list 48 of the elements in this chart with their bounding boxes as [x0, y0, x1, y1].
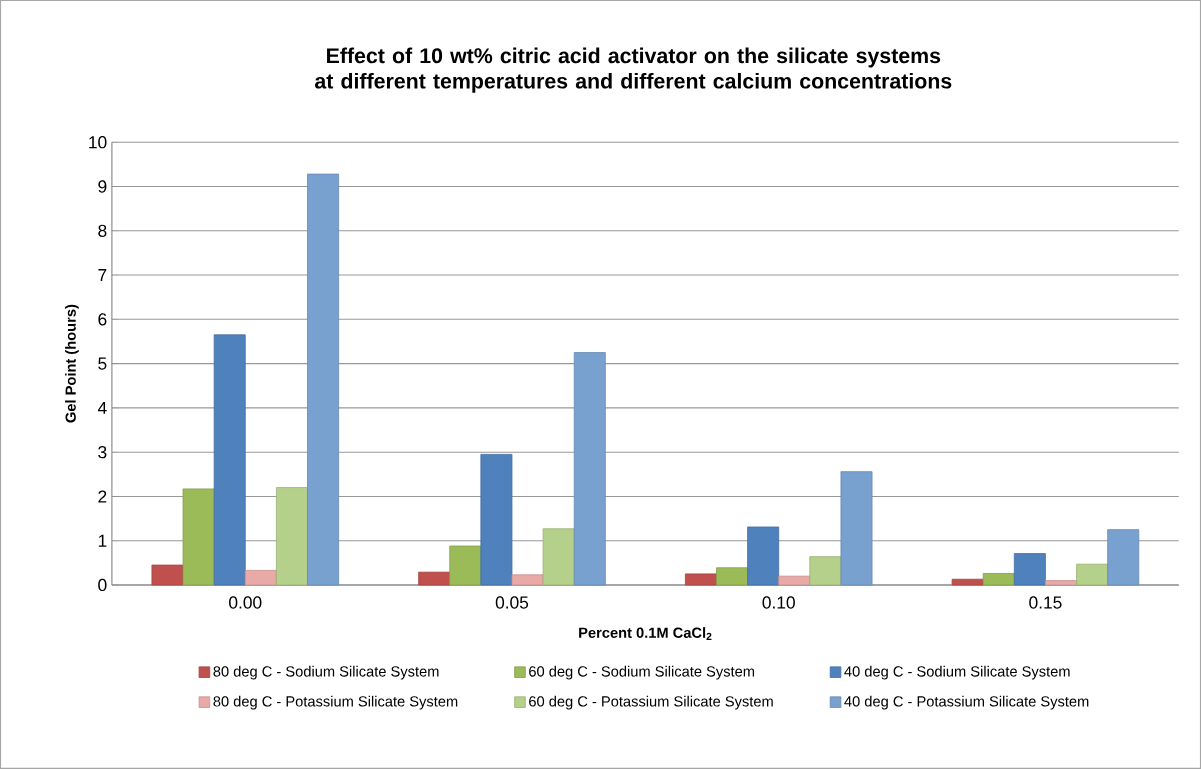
- bar: [684, 573, 717, 586]
- x-tick-label: 0.05: [495, 596, 529, 609]
- y-tick-label: 4: [97, 401, 107, 414]
- bar: [951, 578, 984, 586]
- y-tick-label: 5: [98, 357, 107, 370]
- bar: [307, 173, 340, 586]
- y-tick-label: 7: [98, 269, 107, 282]
- legend-label: 40 deg C - Sodium Silicate System: [844, 665, 1070, 680]
- bar: [1076, 563, 1109, 586]
- y-tick-label: 6: [98, 313, 107, 326]
- bar: [542, 528, 575, 586]
- x-tick-label: 0.10: [762, 596, 795, 609]
- bar: [1045, 580, 1077, 586]
- bar: [244, 570, 277, 586]
- y-tick-label: 1: [98, 534, 107, 547]
- bar: [151, 564, 184, 586]
- legend-label: 80 deg C - Sodium Silicate System: [213, 665, 439, 680]
- bar: [982, 573, 1015, 586]
- bar: [511, 574, 544, 586]
- x-tick-label: 0.00: [229, 596, 262, 609]
- y-tick-label: 10: [89, 136, 107, 149]
- bar: [1013, 553, 1046, 586]
- bar: [275, 487, 308, 586]
- bar: [747, 526, 780, 586]
- y-tick-label: 8: [98, 224, 107, 237]
- bar: [778, 575, 811, 586]
- bar: [809, 556, 842, 586]
- y-tick-label: 0: [98, 578, 107, 592]
- bar: [1107, 529, 1140, 586]
- chart-title: Effect of 10 wt% citric acid activator on the silicate systems at different temperatures and different calcium concentrations: [315, 47, 952, 93]
- bar: [182, 488, 215, 586]
- bar: [418, 571, 451, 586]
- bar: [213, 334, 246, 586]
- x-tick-label: 0.15: [1029, 596, 1062, 609]
- bar: [716, 567, 748, 586]
- legend-label: 60 deg C - Potassium Silicate System: [529, 695, 773, 710]
- legend-label: 80 deg C - Potassium Silicate System: [213, 695, 458, 710]
- y-tick-label: 2: [98, 490, 107, 503]
- bar: [840, 471, 873, 586]
- y-axis-title: Gel Point (hours): [65, 304, 79, 423]
- legend-label: 60 deg C - Sodium Silicate System: [529, 665, 755, 680]
- bar: [573, 352, 606, 586]
- y-tick-label: 9: [98, 180, 107, 193]
- bar: [480, 454, 513, 586]
- y-tick-label: 3: [98, 446, 107, 459]
- x-axis-title: Percent 0.1M CaCl$_{2}$: [579, 627, 712, 640]
- legend-label: 40 deg C - Potassium Silicate System: [844, 695, 1089, 710]
- bar: [449, 545, 482, 586]
